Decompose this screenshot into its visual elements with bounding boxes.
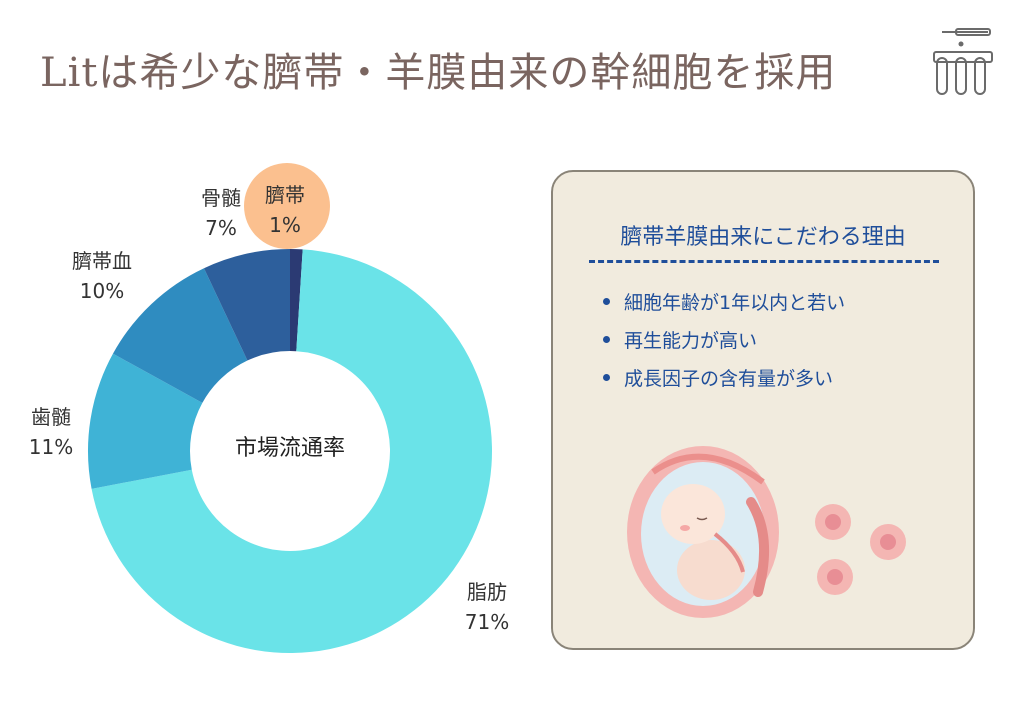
segment-dental-pulp	[88, 353, 203, 489]
reason-text: 細胞年齢が1年以内と若い	[624, 292, 846, 314]
bullet-icon	[603, 298, 610, 305]
label-adipose-value: 71%	[464, 610, 510, 634]
reason-item: 再生能力が高い	[603, 322, 845, 360]
label-dental-pulp-name: 歯髄	[31, 405, 71, 429]
page-title: Litは希少な臍帯・羊膜由来の幹細胞を採用	[40, 50, 837, 96]
segment-cord-blood	[112, 268, 248, 403]
label-bone-marrow-value: 7%	[205, 216, 237, 240]
segment-umbilical	[290, 249, 303, 352]
reason-text: 成長因子の含有量が多い	[624, 368, 834, 390]
segment-bone-marrow	[203, 249, 290, 361]
bullet-icon	[603, 374, 610, 381]
dashed-divider	[589, 260, 939, 263]
reasons-card: 臍帯羊膜由来にこだわる理由 細胞年齢が1年以内と若い 再生能力が高い 成長因子の…	[551, 170, 975, 650]
label-bone-marrow: 骨髄 7%	[186, 183, 256, 243]
donut-chart	[88, 249, 492, 653]
label-umbilical-value: 1%	[269, 213, 301, 237]
test-tubes-icon	[933, 28, 993, 95]
label-dental-pulp-value: 11%	[28, 435, 74, 459]
bullet-icon	[603, 336, 610, 343]
label-bone-marrow-name: 骨髄	[201, 186, 241, 210]
reason-text: 再生能力が高い	[624, 330, 758, 352]
label-dental-pulp: 歯髄 11%	[16, 402, 86, 462]
label-umbilical-name: 臍帯	[265, 183, 305, 207]
highlight-bubble	[244, 163, 330, 249]
label-cord-blood: 臍帯血 10%	[54, 246, 150, 306]
reasons-title: 臍帯羊膜由来にこだわる理由	[620, 225, 906, 250]
reason-item: 細胞年齢が1年以内と若い	[603, 284, 845, 322]
reason-item: 成長因子の含有量が多い	[603, 360, 845, 398]
label-cord-blood-value: 10%	[79, 279, 125, 303]
donut-center-label: 市場流通率	[234, 436, 345, 461]
reasons-list: 細胞年齢が1年以内と若い 再生能力が高い 成長因子の含有量が多い	[603, 284, 845, 398]
label-cord-blood-name: 臍帯血	[72, 249, 132, 273]
segment-adipose	[91, 249, 492, 653]
fetus-illustration	[627, 446, 906, 618]
label-adipose: 脂肪 71%	[452, 577, 522, 637]
label-umbilical: 臍帯 1%	[250, 180, 320, 240]
label-adipose-name: 脂肪	[467, 580, 507, 604]
